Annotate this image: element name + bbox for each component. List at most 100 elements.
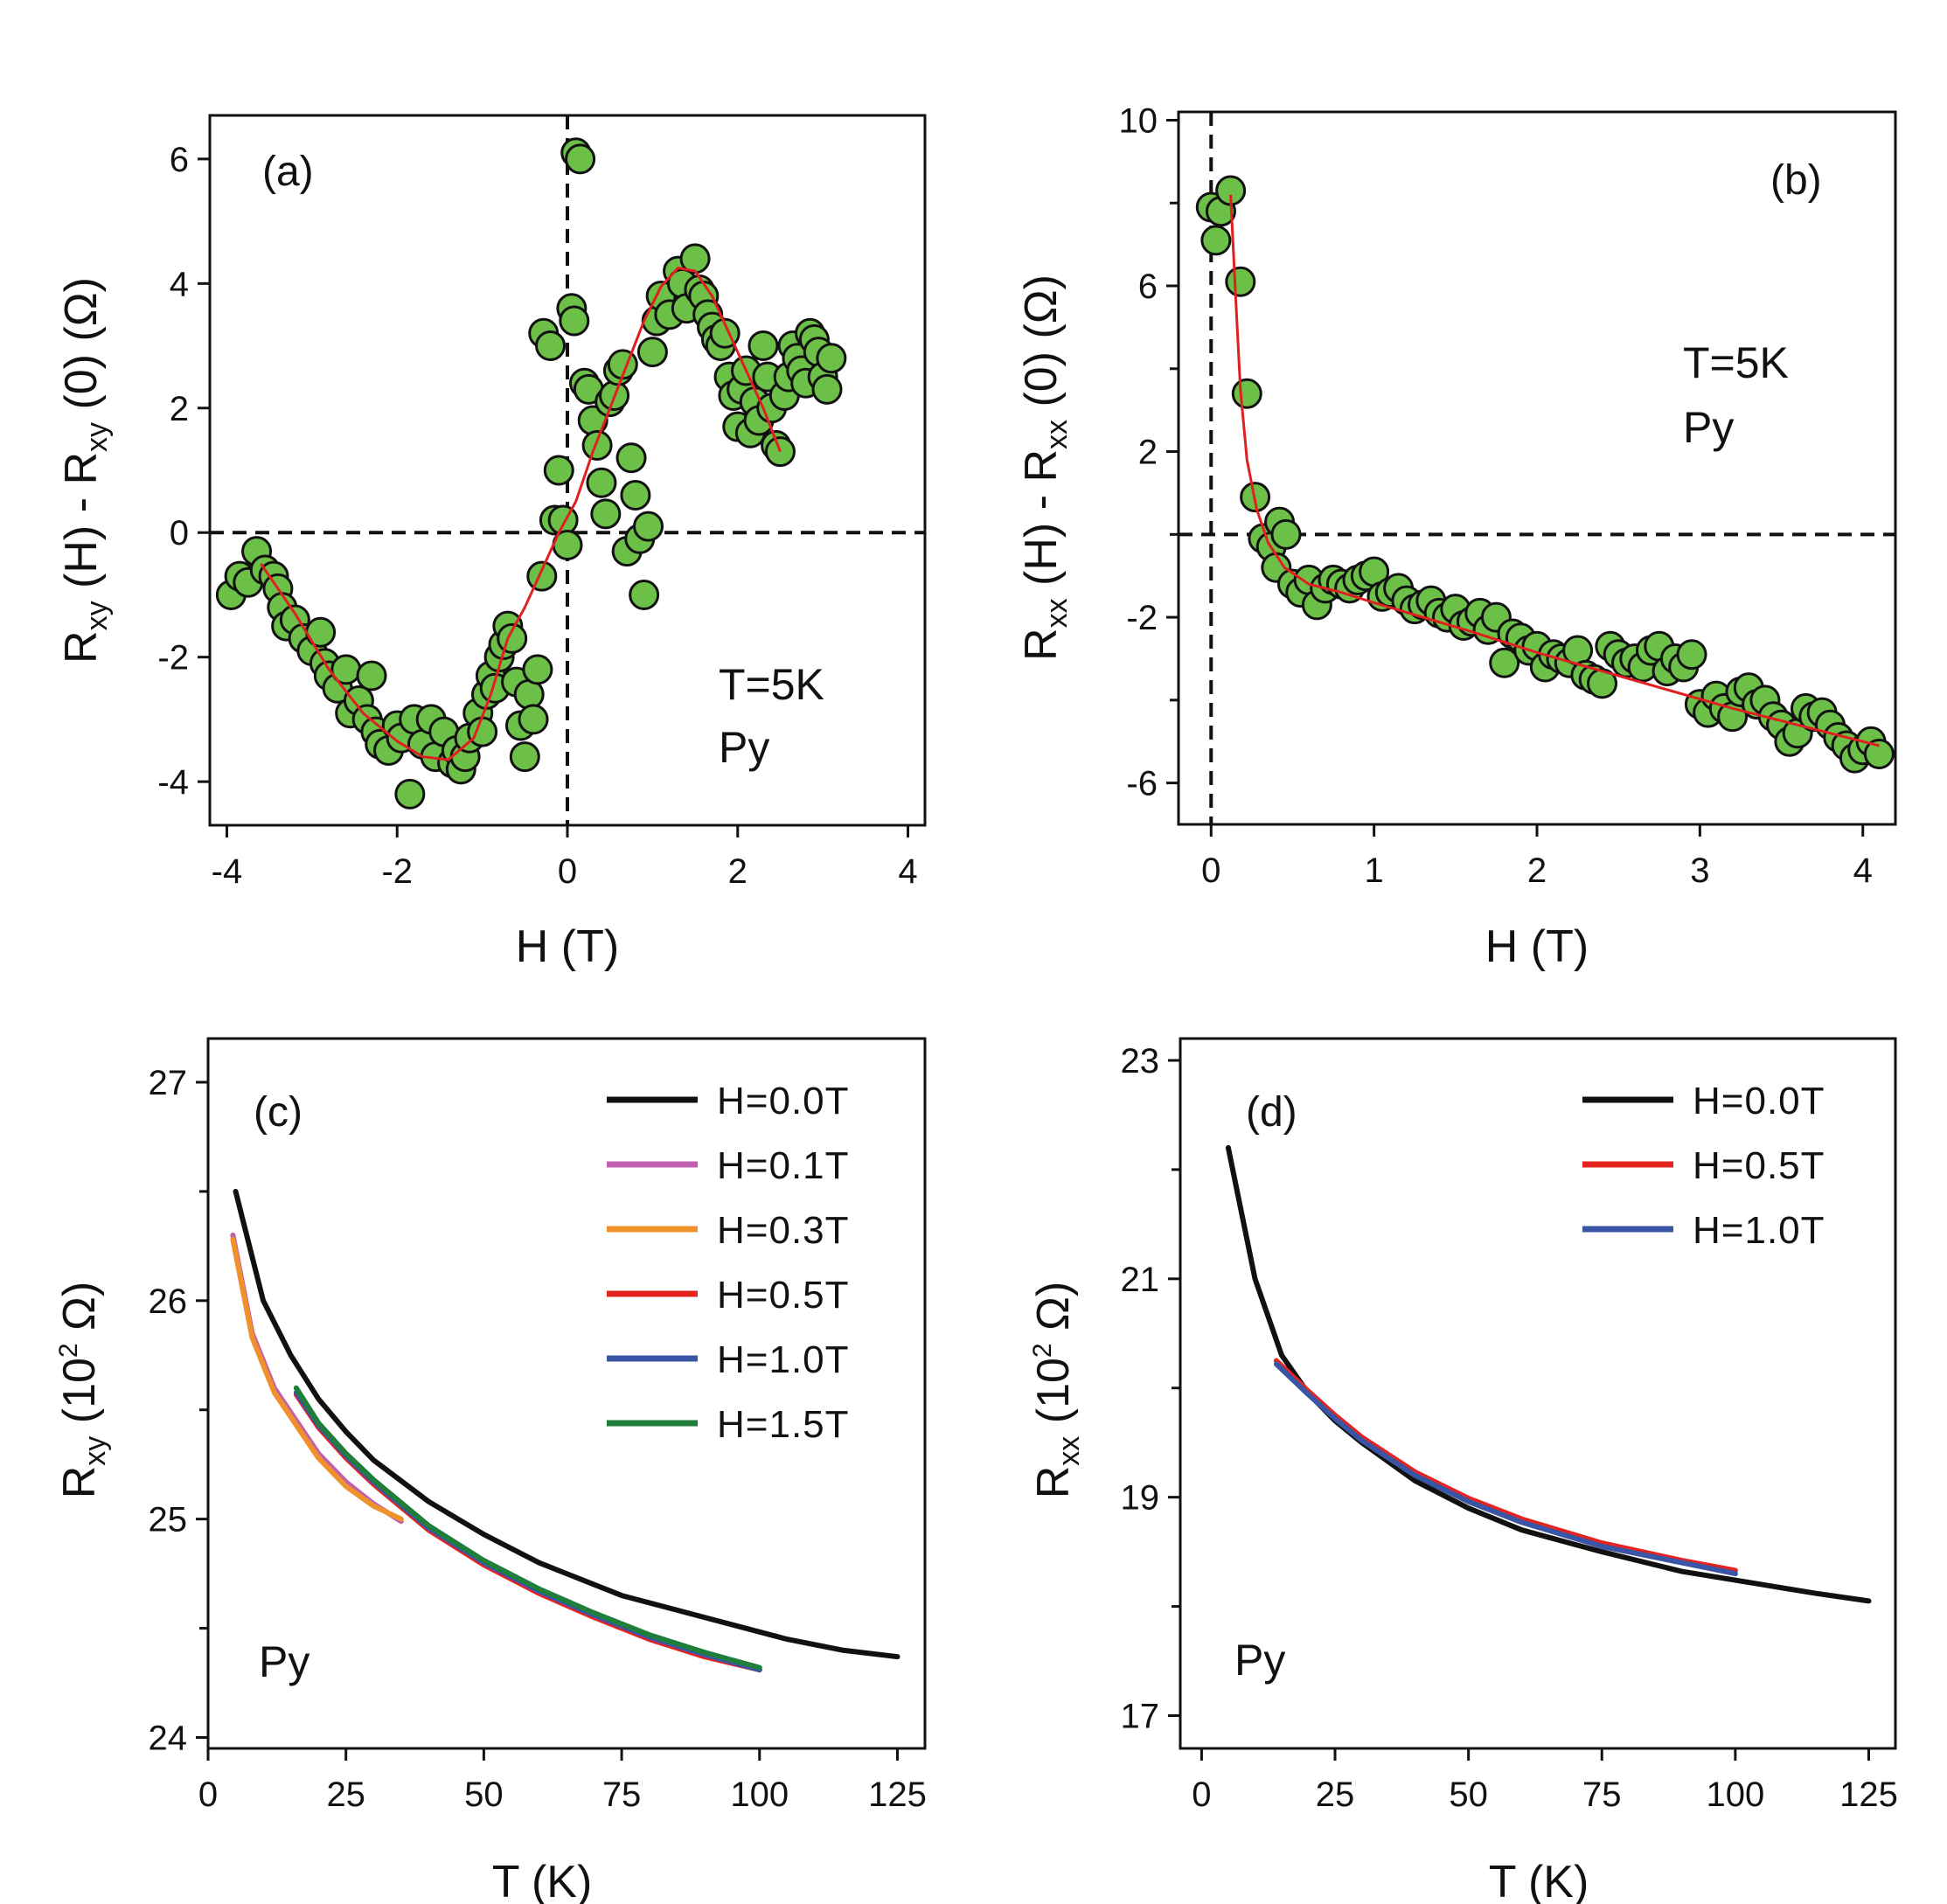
- panel-d-curves: [1225, 1144, 1872, 1604]
- y-tick-label: 10: [1119, 101, 1158, 140]
- y-tick-label: 27: [149, 1064, 188, 1102]
- data-point: [1225, 266, 1256, 297]
- panel-b-x-axis-title: H (T): [1485, 921, 1589, 972]
- data-point: [581, 430, 613, 462]
- panel-c-ticks: [196, 1081, 899, 1761]
- panel-a-fit-curve: [260, 266, 782, 761]
- y-tick-label: 2: [1138, 434, 1158, 472]
- panel-d-tick-labels: 0 25 50 75 100 125 17 19 21 23: [1121, 1042, 1898, 1814]
- data-point: [509, 741, 540, 773]
- legend-entry: H=0.5T: [717, 1274, 850, 1317]
- panel-c: 0 25 50 75 100 125 24 25 26 27 H=0.0T H=0.1T H=0.3T…: [54, 1037, 927, 1904]
- y-tick-label: -6: [1126, 765, 1158, 803]
- data-point: [467, 716, 498, 747]
- legend-entry: H=0.3T: [717, 1209, 850, 1252]
- panel-b-temperature-note: T=5K: [1683, 338, 1789, 387]
- y-tick-label: -2: [1126, 599, 1158, 637]
- panel-d-label: (d): [1246, 1089, 1297, 1136]
- data-point: [633, 511, 664, 542]
- legend-entry: H=1.0T: [1693, 1209, 1825, 1252]
- data-point: [305, 616, 337, 648]
- panel-a-tick-labels: -4 -2 0 2 4 -4 -2 0 2 4 6: [157, 141, 917, 891]
- data-point: [356, 660, 387, 691]
- y-tick-label: 26: [149, 1282, 188, 1321]
- data-point: [547, 504, 579, 536]
- data-point: [526, 560, 558, 592]
- x-tick-label: 0: [558, 852, 577, 891]
- x-tick-label: 75: [602, 1775, 642, 1814]
- x-tick-label: -4: [212, 852, 243, 891]
- panel-c-curves: [230, 1188, 900, 1673]
- series-line-h-1-0t: [293, 1389, 762, 1673]
- y-tick-label: 6: [170, 141, 189, 179]
- data-point: [1200, 225, 1232, 256]
- data-point: [535, 330, 567, 362]
- data-point: [559, 305, 590, 337]
- x-tick-label: 0: [1201, 851, 1220, 890]
- y-tick-label: 17: [1121, 1698, 1160, 1736]
- panel-c-y-axis-title: Rxy (102 Ω): [54, 1282, 112, 1499]
- data-point: [811, 373, 843, 405]
- data-point: [543, 455, 574, 486]
- panel-a-y-axis-title: Rxy (H) - Rxy (0) (Ω): [56, 277, 114, 664]
- panel-c-tick-labels: 0 25 50 75 100 125 24 25 26 27: [149, 1064, 927, 1814]
- panel-b-material-note: Py: [1683, 403, 1734, 452]
- x-tick-label: 1: [1365, 851, 1384, 890]
- series-line-h-0-5t: [293, 1392, 762, 1673]
- x-tick-label: 0: [1192, 1775, 1211, 1814]
- data-point: [1587, 668, 1618, 699]
- data-point: [816, 343, 847, 374]
- data-point: [748, 330, 779, 362]
- panel-a-x-axis-title: H (T): [516, 921, 619, 972]
- y-tick-label: 6: [1138, 268, 1158, 306]
- y-tick-label: -2: [157, 639, 189, 678]
- panel-c-legend: H=0.0T H=0.1T H=0.3T H=0.5T H=1.0T H=1.5T: [607, 1080, 850, 1446]
- panel-d: 0 25 50 75 100 125 17 19 21 23 H=0.0T H=0.5T H=1.0T…: [1028, 1037, 1898, 1904]
- panel-b: 0 1 2 3 4 -6 -2 2 6 10 (b) T=5K Py H (T) Rxx (H) …: [1016, 101, 1897, 972]
- x-tick-label: 4: [898, 852, 917, 891]
- panel-d-material-note: Py: [1234, 1636, 1285, 1685]
- legend-entry: H=0.5T: [1693, 1144, 1825, 1187]
- panel-b-fit-curve: [1229, 194, 1880, 747]
- y-tick-label: 2: [170, 390, 189, 428]
- x-tick-label: 100: [1706, 1775, 1764, 1814]
- data-point: [629, 579, 660, 610]
- y-tick-label: 23: [1121, 1042, 1160, 1081]
- panel-a-material-note: Py: [719, 723, 769, 772]
- data-point: [1270, 518, 1302, 550]
- panel-c-label: (c): [254, 1089, 302, 1136]
- data-point: [522, 654, 553, 685]
- x-tick-label: 0: [198, 1775, 218, 1814]
- panel-d-y-axis-title: Rxx (102 Ω): [1028, 1282, 1086, 1499]
- y-tick-label: -4: [157, 763, 189, 802]
- data-point: [636, 337, 668, 368]
- legend-entry: H=1.5T: [717, 1403, 850, 1446]
- panel-a: -4 -2 0 2 4 -4 -2 0 2 4 6 (a) T=5K Py H (T) Rxy (H…: [56, 114, 927, 972]
- legend-entry: H=0.0T: [1693, 1080, 1825, 1122]
- legend-entry: H=0.0T: [717, 1080, 850, 1122]
- data-point: [620, 479, 651, 511]
- legend-entry: H=1.0T: [717, 1338, 850, 1381]
- data-point: [565, 143, 596, 175]
- series-line-h-1-5t: [293, 1385, 762, 1671]
- panel-b-ticks: [1166, 118, 1865, 837]
- data-point: [518, 704, 549, 735]
- legend-entry: H=0.1T: [717, 1144, 850, 1187]
- panel-a-ticks: [198, 157, 910, 837]
- y-tick-label: 4: [170, 265, 189, 303]
- x-tick-label: 3: [1690, 851, 1709, 890]
- panel-c-x-axis-title: T (K): [492, 1857, 593, 1904]
- data-point: [1489, 647, 1520, 678]
- data-point: [590, 498, 622, 530]
- series-line-h-0-3t: [230, 1236, 404, 1522]
- panel-d-frame: [1179, 1037, 1897, 1750]
- panel-d-x-axis-title: T (K): [1489, 1857, 1589, 1904]
- x-tick-label: 125: [868, 1775, 927, 1814]
- x-tick-label: 4: [1853, 851, 1873, 890]
- x-tick-label: 100: [730, 1775, 789, 1814]
- data-point: [394, 778, 426, 810]
- series-line-h-0-0t: [1225, 1144, 1872, 1604]
- y-tick-label: 25: [149, 1501, 188, 1539]
- panel-a-label: (a): [262, 149, 314, 195]
